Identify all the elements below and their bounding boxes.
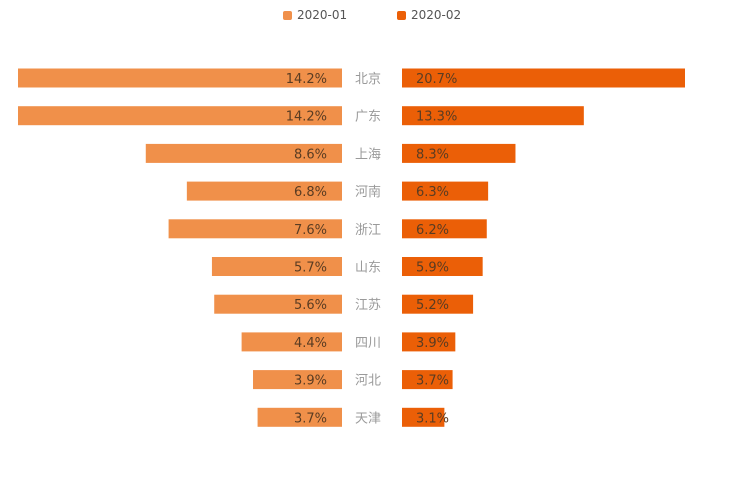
category-label: 河南	[355, 184, 381, 200]
category-label: 北京	[355, 72, 381, 87]
data-label-2020-02: 6.2%	[416, 223, 449, 238]
category-label: 江苏	[355, 297, 381, 313]
category-label: 浙江	[355, 223, 381, 238]
category-label: 广东	[355, 110, 381, 125]
bar-2020-02	[402, 332, 456, 352]
bar-2020-02	[402, 219, 487, 239]
category-label: 上海	[355, 147, 381, 162]
data-label-2020-01: 4.4%	[294, 336, 327, 351]
bar-2020-01	[241, 332, 342, 352]
data-label-2020-02: 6.3%	[416, 185, 449, 200]
data-label-2020-02: 13.3%	[416, 110, 457, 125]
bar-2020-01	[257, 407, 342, 427]
data-label-2020-01: 5.7%	[294, 261, 327, 276]
data-label-2020-01: 5.6%	[294, 298, 327, 313]
data-label-2020-02: 3.7%	[416, 374, 449, 389]
bar-2020-02	[402, 294, 474, 314]
data-label-2020-01: 14.2%	[286, 110, 327, 125]
bar-2020-01	[18, 68, 342, 88]
bar-2020-02	[402, 143, 516, 163]
data-label-2020-02: 8.3%	[416, 147, 449, 162]
category-label: 四川	[355, 336, 381, 351]
data-label-2020-01: 6.8%	[294, 185, 327, 200]
data-label-2020-01: 7.6%	[294, 223, 327, 238]
bar-2020-02	[402, 106, 584, 126]
bar-2020-01	[211, 257, 342, 276]
data-label-2020-01: 8.6%	[294, 147, 327, 162]
bar-2020-01	[18, 106, 342, 126]
category-label: 河北	[355, 374, 381, 389]
legend-swatch	[397, 10, 406, 20]
bar-2020-01	[214, 294, 342, 314]
data-label-2020-02: 5.2%	[416, 298, 449, 313]
data-label-2020-01: 3.7%	[294, 411, 327, 426]
bar-2020-02	[402, 257, 483, 276]
legend-label: 2020-01	[297, 8, 348, 22]
data-label-2020-02: 3.9%	[416, 336, 449, 351]
legend-item-2020-02[interactable]: 2020-02	[397, 8, 461, 22]
data-label-2020-01: 14.2%	[286, 72, 327, 87]
data-label-2020-02: 3.1%	[416, 411, 449, 426]
data-label-2020-01: 3.9%	[294, 374, 327, 389]
category-label: 山东	[355, 261, 381, 276]
bar-2020-01	[145, 143, 342, 163]
legend-swatch	[283, 10, 292, 20]
legend-label: 2020-02	[411, 8, 462, 22]
bar-2020-02	[402, 407, 445, 427]
bar-2020-02	[402, 370, 453, 390]
bar-2020-01	[168, 219, 342, 239]
bar-2020-01	[253, 370, 342, 390]
category-label: 天津	[355, 411, 381, 426]
bar-2020-01	[186, 181, 342, 201]
legend-item-2020-01[interactable]: 2020-01	[283, 8, 347, 22]
data-label-2020-02: 20.7%	[416, 72, 457, 87]
bar-2020-02	[402, 68, 685, 88]
data-label-2020-02: 5.9%	[416, 261, 449, 276]
bar-2020-02	[402, 181, 489, 201]
